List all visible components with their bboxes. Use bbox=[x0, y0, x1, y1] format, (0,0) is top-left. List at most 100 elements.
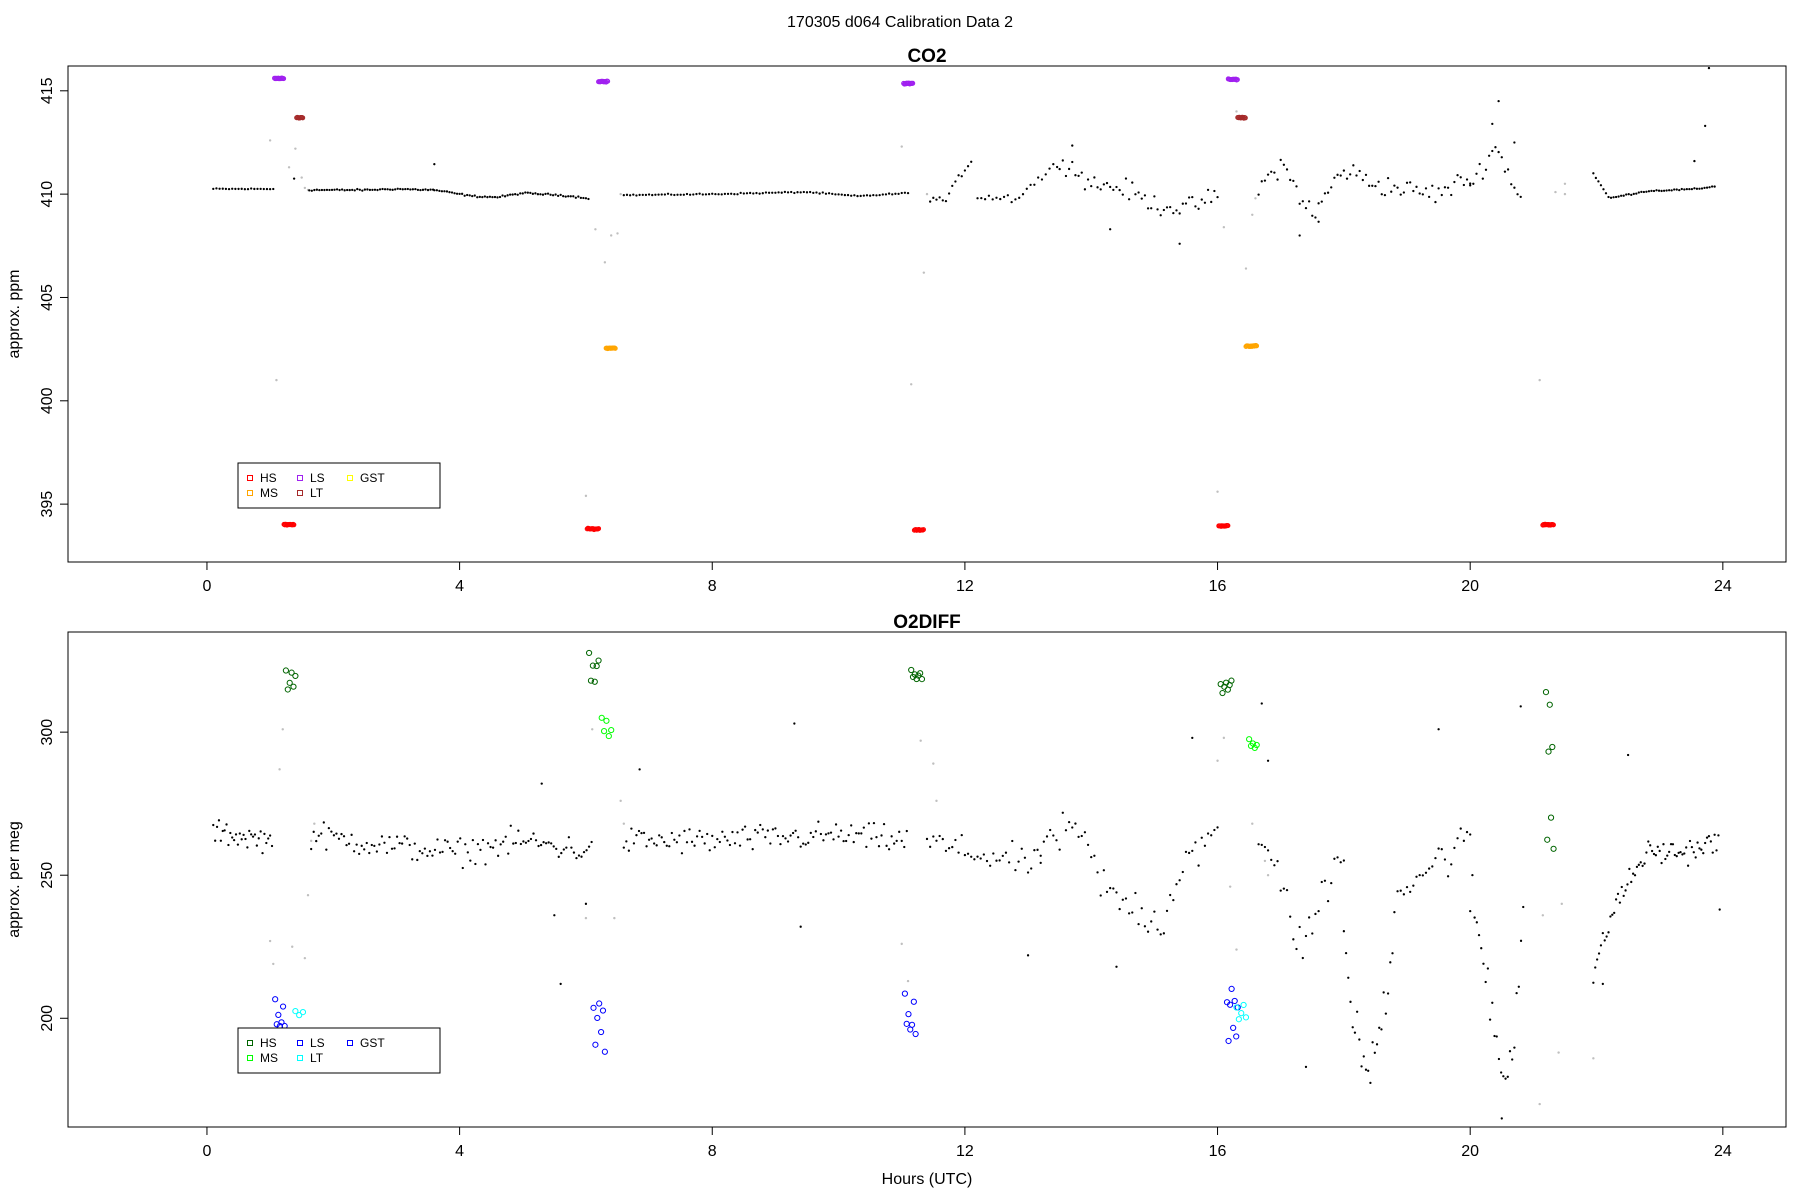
ambient-point bbox=[555, 847, 558, 851]
ambient-point bbox=[416, 858, 419, 862]
ambient-point bbox=[1137, 191, 1140, 194]
ambient-point bbox=[713, 846, 716, 849]
transition-point bbox=[287, 166, 291, 169]
ambient-point bbox=[396, 187, 399, 190]
ambient-point bbox=[673, 193, 676, 197]
calibration-point-hs bbox=[288, 669, 295, 676]
ambient-point bbox=[391, 188, 394, 191]
ambient-point bbox=[670, 831, 673, 835]
ambient-point bbox=[1633, 874, 1637, 877]
ambient-point bbox=[1124, 897, 1128, 900]
ambient-point bbox=[503, 195, 507, 198]
ambient-point bbox=[1683, 188, 1686, 191]
ambient-point bbox=[929, 200, 932, 203]
ambient-point bbox=[819, 832, 823, 836]
ambient-point bbox=[1279, 158, 1282, 162]
x-tick-label: 16 bbox=[1209, 578, 1227, 595]
ambient-point bbox=[409, 188, 412, 191]
ambient-point bbox=[1402, 893, 1406, 896]
x-tick-label: 8 bbox=[708, 578, 717, 595]
ambient-point bbox=[1181, 202, 1184, 205]
legend-swatch-lt bbox=[297, 490, 303, 496]
ambient-point bbox=[1482, 962, 1485, 965]
ambient-point bbox=[551, 194, 555, 197]
ambient-point bbox=[406, 837, 409, 840]
ambient-point bbox=[428, 850, 432, 853]
ambient-point bbox=[1462, 183, 1466, 187]
ambient-point bbox=[1304, 1065, 1308, 1069]
ambient-point bbox=[587, 197, 590, 201]
ambient-point bbox=[1469, 909, 1472, 913]
ambient-point bbox=[1480, 947, 1483, 950]
ambient-point bbox=[1109, 886, 1112, 890]
ambient-point bbox=[875, 194, 878, 197]
ambient-point bbox=[1071, 160, 1074, 164]
ambient-point bbox=[406, 187, 409, 191]
ambient-point bbox=[746, 838, 749, 841]
ambient-point bbox=[1175, 209, 1178, 212]
ambient-point bbox=[486, 842, 490, 845]
ambient-point bbox=[318, 188, 321, 192]
ambient-point bbox=[1504, 1077, 1507, 1080]
ambient-point bbox=[519, 192, 522, 195]
calibration-point-ms bbox=[600, 728, 608, 735]
ambient-point bbox=[809, 831, 812, 835]
ambient-point bbox=[542, 841, 545, 844]
ambient-point bbox=[212, 187, 215, 191]
ambient-point bbox=[1266, 173, 1270, 176]
ambient-point bbox=[774, 827, 777, 830]
ambient-point bbox=[872, 821, 876, 825]
ambient-point bbox=[567, 836, 571, 839]
ambient-point bbox=[1023, 856, 1027, 859]
calibration-point-hs bbox=[1542, 688, 1550, 696]
data-points bbox=[212, 66, 1716, 533]
ambient-point bbox=[1298, 202, 1301, 205]
ambient-point bbox=[1412, 189, 1415, 193]
ambient-point bbox=[569, 195, 572, 198]
ambient-point bbox=[466, 193, 469, 197]
ambient-point bbox=[903, 191, 907, 194]
ambient-point bbox=[511, 193, 514, 196]
ambient-point bbox=[731, 830, 734, 834]
ambient-point bbox=[784, 837, 787, 840]
ambient-point bbox=[1605, 935, 1608, 938]
ambient-point bbox=[1693, 159, 1696, 163]
ambient-point bbox=[1105, 181, 1109, 185]
ambient-point bbox=[450, 191, 454, 194]
ambient-point bbox=[388, 835, 391, 839]
ambient-point bbox=[1616, 892, 1620, 896]
legend-label-lt: LT bbox=[310, 1051, 324, 1065]
calibration-point-ls bbox=[592, 1041, 599, 1048]
ambient-point bbox=[897, 192, 900, 195]
ambient-point bbox=[963, 853, 967, 857]
ambient-point bbox=[759, 823, 762, 827]
ambient-point bbox=[539, 193, 542, 196]
ambient-point bbox=[1491, 1001, 1494, 1004]
ambient-point bbox=[935, 839, 938, 842]
ambient-point bbox=[1083, 831, 1087, 834]
ambient-point bbox=[1339, 174, 1342, 177]
calibration-point-lt bbox=[1233, 1004, 1240, 1011]
transition-point bbox=[603, 261, 607, 264]
legend-swatch-ms bbox=[247, 1055, 253, 1061]
ambient-point bbox=[237, 187, 240, 191]
ambient-point bbox=[1380, 193, 1383, 196]
ambient-point bbox=[751, 848, 754, 851]
ambient-point bbox=[1652, 189, 1656, 193]
calibration-point-ls bbox=[281, 76, 287, 82]
ambient-point bbox=[1713, 185, 1716, 188]
ambient-point bbox=[799, 925, 802, 928]
ambient-point bbox=[1508, 1050, 1512, 1053]
ambient-point bbox=[859, 194, 862, 198]
calibration-point-ms bbox=[603, 717, 610, 724]
ambient-point bbox=[1396, 186, 1399, 189]
ambient-point bbox=[1074, 822, 1077, 825]
ambient-point bbox=[1371, 1041, 1374, 1044]
ambient-point bbox=[469, 859, 472, 862]
x-tick-label: 12 bbox=[956, 578, 974, 595]
legend-swatch-hs bbox=[247, 1040, 253, 1046]
ambient-point bbox=[234, 187, 237, 191]
panel-title: CO2 bbox=[907, 46, 946, 67]
calibration-point-ls bbox=[275, 1011, 282, 1018]
